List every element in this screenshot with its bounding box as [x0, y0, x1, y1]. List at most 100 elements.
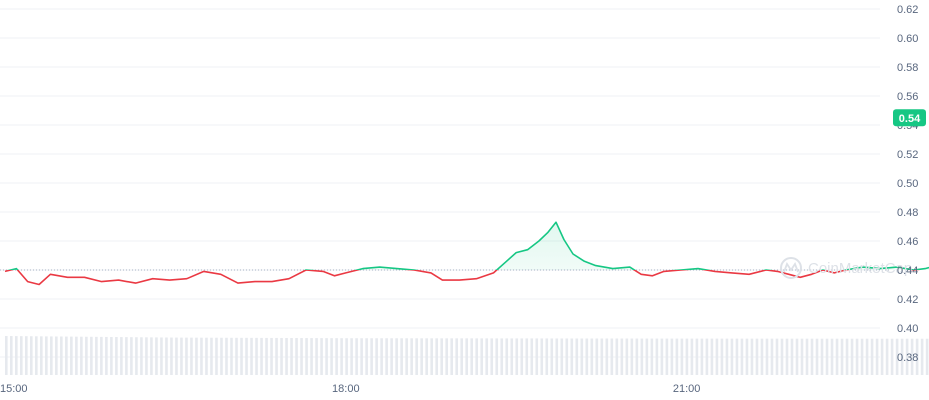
volume-bar: [735, 338, 739, 375]
volume-bar: [370, 338, 373, 375]
volume-bar: [70, 336, 73, 375]
volume-bar: [915, 338, 919, 375]
volume-bar: [770, 338, 774, 375]
volume-bar: [610, 338, 614, 375]
volume-bar: [810, 338, 814, 375]
volume-bar: [145, 337, 148, 375]
volume-bar: [360, 338, 363, 375]
volume-bar: [460, 338, 464, 375]
volume-bar: [185, 337, 188, 375]
volume-bar: [290, 338, 293, 375]
volume-bar: [170, 337, 173, 375]
volume-bar: [40, 336, 43, 375]
x-tick-label: 21:00: [673, 383, 701, 395]
current-price-badge: 0.54: [893, 109, 926, 127]
volume-bar: [30, 336, 33, 375]
volume-bar: [150, 337, 153, 375]
volume-bar: [220, 337, 223, 375]
volume-bar: [500, 338, 504, 375]
volume-bar: [125, 337, 128, 375]
volume-bar: [675, 338, 679, 375]
volume-bar: [450, 338, 453, 375]
volume-bar: [175, 337, 178, 375]
volume-bar: [315, 338, 318, 375]
volume-bar: [565, 338, 569, 375]
volume-bar: [615, 338, 619, 375]
volume-bar: [465, 338, 469, 375]
volume-bar: [845, 338, 849, 375]
volume-bar: [320, 338, 323, 375]
volume-bar: [790, 338, 794, 375]
volume-bar: [470, 338, 474, 375]
y-tick-label: 0.42: [897, 294, 918, 306]
volume-bar: [425, 338, 428, 375]
coinmarketcap-watermark: CoinMarketCap: [780, 257, 912, 279]
volume-bar: [445, 338, 448, 375]
y-tick-label: 0.46: [897, 236, 918, 248]
volume-bar: [335, 338, 338, 375]
volume-bar: [230, 337, 233, 375]
volume-bar: [255, 337, 258, 375]
volume-bar: [900, 338, 904, 375]
volume-bar: [95, 336, 98, 375]
y-tick-label: 0.52: [897, 149, 918, 161]
volume-bar: [545, 338, 549, 375]
volume-bar: [695, 338, 699, 375]
volume-bar: [110, 336, 113, 375]
volume-bar: [60, 336, 63, 375]
volume-bar: [345, 338, 348, 375]
volume-bar: [405, 338, 408, 375]
volume-bar: [240, 337, 243, 375]
volume-bar: [505, 338, 509, 375]
volume-bar: [350, 338, 353, 375]
volume-bar: [840, 338, 844, 375]
y-axis: 0.38 0.40 0.42 0.44 0.46 0.48 0.50 0.52 0.54 0.56…: [897, 4, 918, 364]
volume-bar: [870, 338, 874, 375]
volume-bar: [155, 337, 158, 375]
volume-bar: [245, 337, 248, 375]
volume-bar: [385, 338, 388, 375]
volume-bar: [910, 338, 914, 375]
volume-bar: [410, 338, 413, 375]
volume-bar: [305, 338, 308, 375]
volume-bar: [765, 338, 769, 375]
volume-bar: [20, 336, 23, 375]
volume-bar: [105, 336, 108, 375]
volume-bar: [485, 338, 489, 375]
volume-bar: [745, 338, 749, 375]
volume-bar: [795, 338, 799, 375]
volume-bar: [925, 338, 929, 375]
volume-bar: [85, 336, 88, 375]
volume-bar: [395, 338, 398, 375]
volume-bar: [595, 338, 599, 375]
volume-bar: [720, 338, 724, 375]
volume-bar: [665, 338, 669, 375]
volume-bar: [435, 338, 438, 375]
volume-bar: [885, 338, 889, 375]
volume-bar: [580, 338, 584, 375]
volume-bar: [265, 337, 268, 375]
volume-bar: [400, 338, 403, 375]
volume-bar: [5, 336, 8, 375]
volume-bar: [480, 338, 484, 375]
volume-bar: [825, 338, 829, 375]
volume-bar: [490, 338, 494, 375]
y-tick-label: 0.58: [897, 62, 918, 74]
volume-bar: [210, 337, 213, 375]
volume-bar: [755, 338, 759, 375]
volume-bar: [520, 338, 524, 375]
volume-bar: [495, 338, 499, 375]
volume-bar: [390, 338, 393, 375]
volume-bar: [215, 337, 218, 375]
volume-bar: [605, 338, 609, 375]
volume-bar: [515, 338, 519, 375]
volume-bar: [905, 338, 909, 375]
volume-bar: [635, 338, 639, 375]
volume-bar: [250, 337, 253, 375]
volume-bar: [440, 338, 443, 375]
volume-bar: [15, 336, 18, 375]
volume-bar: [780, 338, 784, 375]
volume-bar: [285, 337, 288, 375]
y-tick-label: 0.50: [897, 178, 918, 190]
